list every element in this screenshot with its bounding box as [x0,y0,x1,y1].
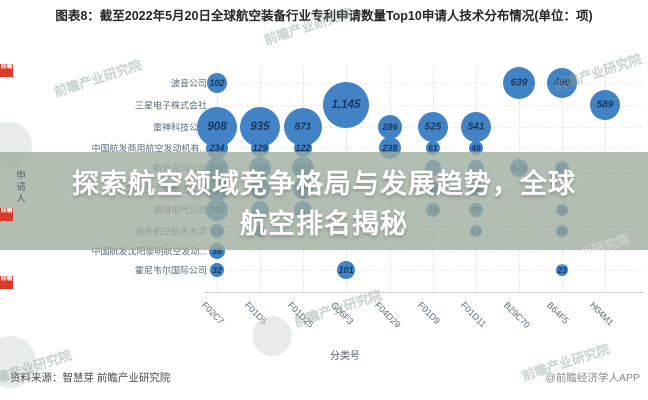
x-tick-label: F01D11 [458,300,489,330]
data-bubble-value: 61 [428,143,438,153]
y-tick-label: 雷神科技公司 [152,122,207,133]
data-bubble-value: 238 [382,143,398,153]
data-bubble-value: 541 [467,121,485,133]
data-bubble-value: 32 [212,265,222,275]
data-bubble-value: 101 [338,265,354,275]
data-bubble-value: 23 [557,265,567,275]
data-bubble-value: 102 [209,78,225,88]
data-bubble [469,141,483,155]
x-tick-label: H04M1 [587,300,616,328]
data-source-note: 资料来源：智慧芽 前瞻产业研究院 [10,372,171,384]
brand-logo-icon: 前瞻 [0,276,13,289]
data-bubble [207,73,227,93]
data-bubble-value: 525 [424,121,442,133]
data-bubble [426,141,440,155]
gridline-horizontal [210,270,642,271]
data-bubble [590,90,620,120]
data-bubble [378,115,402,139]
data-bubble [418,112,448,142]
data-bubble-value: 935 [250,121,270,133]
y-axis-label: 申请人 [14,170,25,205]
y-tick-label: 中国航发沈阳黎明航空发动... [91,246,207,257]
watermark-logo-icon [252,316,292,356]
data-bubble-value: 122 [295,143,311,153]
gridline-horizontal [210,105,642,106]
data-bubble-value: 871 [294,121,312,133]
x-axis-label: 分类号 [330,351,360,362]
y-tick-label: 中国航发商用航空发动机有... [91,143,207,154]
data-bubble-value: 55 [212,246,222,256]
brand-logo-icon: 前瞻 [0,64,13,77]
y-tick-label: 霍尼韦尔国际公司 [134,265,207,276]
data-bubble-value: 48 [471,143,481,153]
data-bubble [323,82,369,128]
credit-note: @前瞻经济学人APP [545,372,640,384]
overlay-headline-line2: 航空排名揭秘 [240,209,408,239]
data-bubble [210,263,224,277]
data-bubble [503,67,535,99]
data-bubble-value: 908 [207,121,227,133]
data-bubble-value: 589 [596,99,614,111]
chart-title: 图表8：截至2022年5月20日全球航空装备行业专利申请数量Top10申请人技术… [55,9,593,23]
y-tick-label: 波音公司 [170,78,207,89]
headline-overlay-banner: 探索航空领域竞争格局与发展趋势，全球 航空排名揭秘 [0,152,648,250]
x-tick-label: F02C7 [199,300,227,327]
data-bubble-value: 234 [209,143,225,153]
y-tick-label: 三星电子株式会社 [134,100,207,111]
gridline-horizontal [210,83,642,84]
data-bubble-value: 1,145 [331,99,361,111]
gridline-horizontal [210,251,642,252]
brand-logo-icon: 前瞻 [0,208,13,221]
overlay-headline-line1: 探索航空领域竞争格局与发展趋势，全球 [72,169,576,199]
data-bubble [461,112,491,142]
data-bubble-value: 129 [252,143,268,153]
data-bubble [547,68,577,98]
x-tick-label: B29C70 [501,300,533,331]
data-bubble-value: 639 [510,77,528,89]
data-bubble-value: 490 [553,77,571,89]
x-tick-label: F01D9 [415,300,443,327]
data-bubble [337,261,355,279]
data-bubble-value: 286 [382,122,398,132]
x-tick-label: B64F5 [544,300,571,326]
x-axis-line [204,292,644,293]
data-bubble [556,264,568,276]
